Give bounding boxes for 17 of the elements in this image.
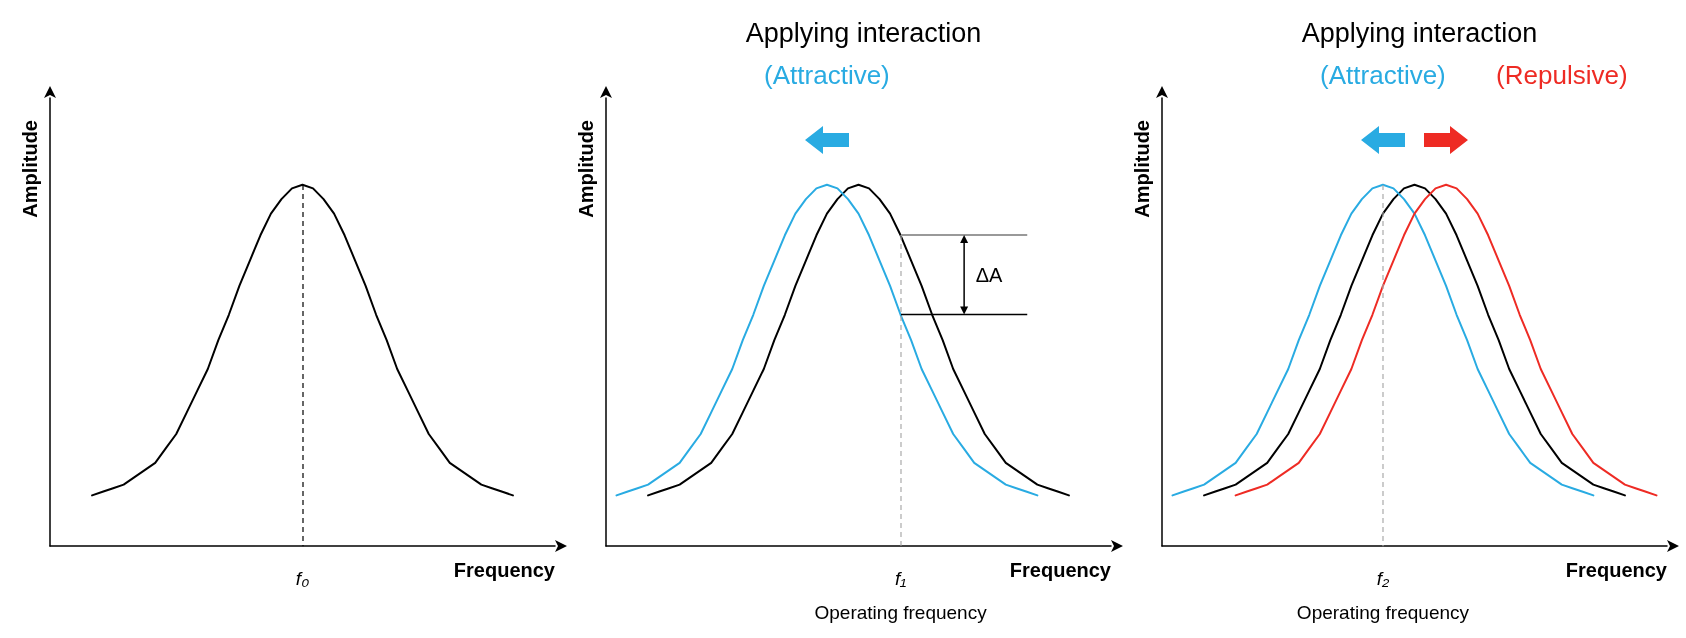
text: f₁	[894, 567, 907, 589]
text: Operating frequency	[1296, 601, 1470, 623]
chart-title: Applying interaction	[745, 17, 982, 48]
text: (Attractive)	[1320, 60, 1446, 90]
text: f₀	[295, 567, 310, 589]
y-axis-title: Amplitude	[1131, 120, 1153, 218]
x-axis-title: Frequency	[453, 559, 556, 581]
text: f₂	[1376, 567, 1390, 589]
text: (Repulsive)	[1496, 60, 1628, 90]
annotation: ΔA	[975, 264, 1004, 287]
x-axis-title: Frequency	[1009, 559, 1112, 581]
text: Operating frequency	[814, 601, 988, 623]
text: (Attractive)	[764, 60, 890, 90]
x-axis-title: Frequency	[1565, 559, 1668, 581]
chart-title: Applying interaction	[1301, 17, 1538, 48]
y-axis-title: Amplitude	[575, 120, 597, 218]
y-axis-title: Amplitude	[19, 120, 41, 218]
